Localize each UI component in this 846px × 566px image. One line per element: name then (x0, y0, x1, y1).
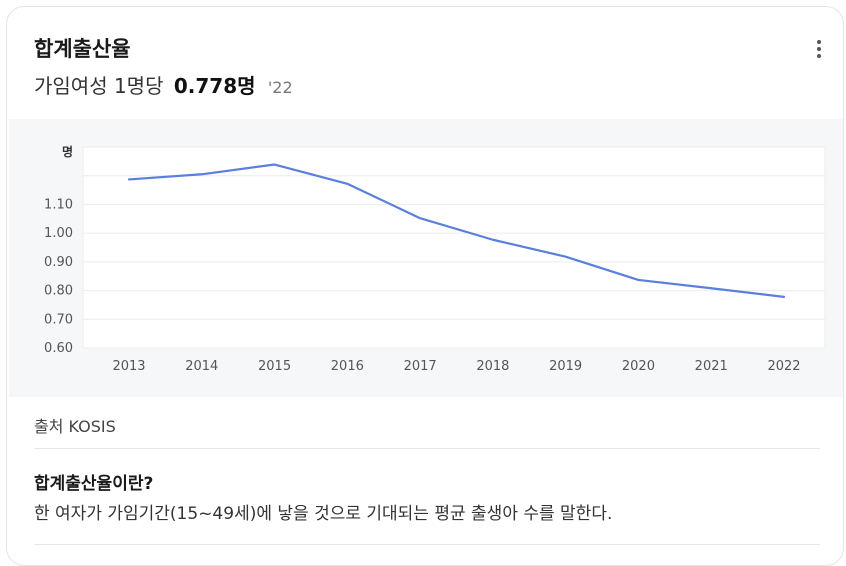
y-tick-label: 1.10 (44, 197, 73, 212)
chart-area: 0.60 0.70 0.80 0.90 1.00 1.10 명 2013 2014 2015 201… (9, 119, 843, 397)
x-tick-label: 2017 (404, 359, 437, 374)
source-label: 출처 KOSIS (34, 417, 116, 436)
x-tick-label: 2019 (549, 359, 582, 374)
x-tick-label: 2013 (112, 359, 145, 374)
card-subtitle: 가임여성 1명당 0.778명 '22 (34, 70, 293, 99)
x-tick-label: 2022 (767, 359, 800, 374)
card-title: 합계출산율 (34, 37, 131, 61)
y-tick-label: 1.00 (44, 226, 73, 241)
definition-title: 합계출산율이란? (34, 474, 154, 494)
y-unit-label: 명 (62, 145, 73, 159)
divider (34, 448, 820, 449)
divider-bottom (34, 544, 820, 545)
x-tick-label: 2018 (476, 359, 509, 374)
x-tick-label: 2015 (258, 359, 291, 374)
more-vertical-icon[interactable] (807, 37, 831, 61)
subtitle-year: '22 (267, 78, 293, 97)
x-tick-label: 2014 (185, 359, 218, 374)
definition-text: 한 여자가 가임기간(15~49세)에 낳을 것으로 기대되는 평균 출생아 수… (34, 504, 613, 524)
line-chart: 0.60 0.70 0.80 0.90 1.00 1.10 명 2013 2014 2015 201… (44, 145, 826, 374)
x-tick-label: 2020 (622, 359, 655, 374)
y-tick-label: 0.80 (44, 284, 73, 299)
y-tick-label: 0.70 (44, 312, 73, 327)
series-line (127, 163, 786, 298)
y-tick-label: 0.90 (44, 255, 73, 270)
subtitle-prefix: 가임여성 1명당 (34, 74, 164, 98)
x-tick-label: 2021 (695, 359, 728, 374)
y-tick-label: 0.60 (44, 341, 73, 356)
x-tick-label: 2016 (331, 359, 364, 374)
plot-background (82, 146, 826, 349)
fertility-rate-card: 합계출산율 가임여성 1명당 0.778명 '22 0.60 0.70 0.80 0.… (6, 6, 844, 566)
subtitle-value: 0.778명 (173, 74, 256, 98)
